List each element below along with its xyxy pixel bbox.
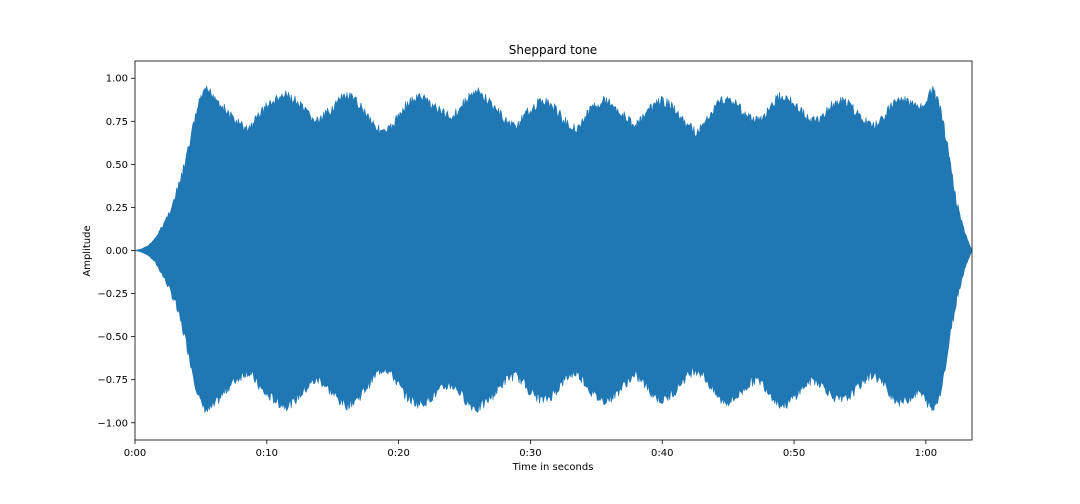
y-tick-label: −0.75 (97, 375, 128, 386)
y-tick-label: 1.00 (106, 74, 128, 85)
y-tick-label: 0.75 (106, 117, 128, 128)
y-tick-label: 0.50 (106, 160, 128, 171)
x-axis-title: Time in seconds (512, 462, 594, 473)
x-tick-label: 0:00 (124, 448, 146, 459)
y-tick-label: 0.00 (106, 246, 128, 257)
y-axis: 1.00 0.75 0.50 0.25 0.00 −0.25 −0.50 −0.75 −1.00 (97, 74, 135, 429)
series-waveform (134, 85, 973, 414)
x-tick-label: 0:30 (519, 448, 541, 459)
plot-area (134, 85, 973, 414)
y-tick-label: 0.25 (106, 203, 128, 214)
x-tick-label: 0:40 (651, 448, 673, 459)
x-tick-label: 0:10 (256, 448, 278, 459)
x-tick-label: 1:00 (915, 448, 937, 459)
y-tick-label: −0.50 (97, 332, 128, 343)
chart-title: Sheppard tone (509, 43, 597, 57)
y-tick-label: −0.25 (97, 289, 128, 300)
x-axis: 0:00 0:10 0:20 0:30 0:40 0:50 1:00 (124, 440, 937, 459)
x-tick-label: 0:20 (387, 448, 409, 459)
y-tick-label: −1.00 (97, 418, 128, 429)
x-tick-label: 0:50 (783, 448, 805, 459)
y-axis-title: Amplitude (82, 225, 93, 276)
